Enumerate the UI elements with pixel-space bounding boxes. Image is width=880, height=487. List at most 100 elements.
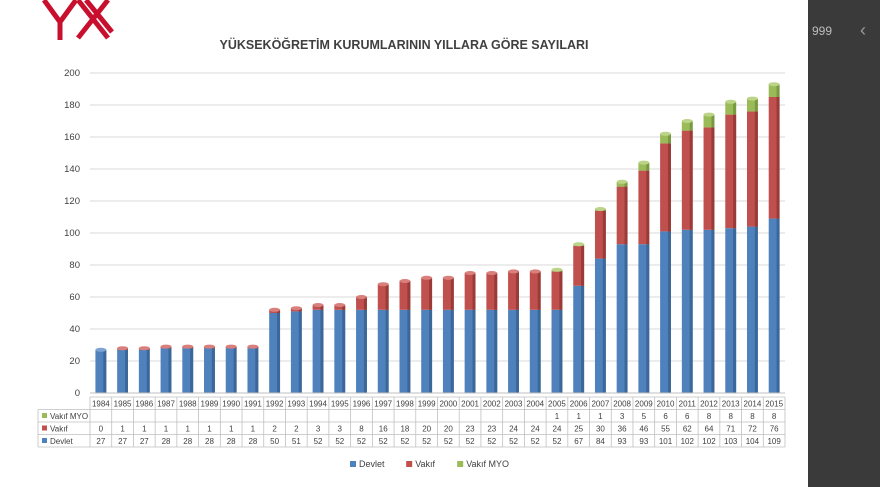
bar-vak-f [703,127,715,230]
bar-devlet [312,309,324,393]
x-tick-label: 1990 [222,400,240,409]
data-label: 28 [248,437,257,446]
bar-vak-f-myo [616,181,628,187]
bar-vak-f-myo [660,133,671,144]
bar-vak-f-myo [768,84,780,97]
data-label: 55 [661,425,670,434]
bar-devlet [399,309,411,393]
bar-top [442,275,454,280]
bar-top [573,242,585,247]
data-label: 52 [379,437,388,446]
x-tick-label: 2008 [613,400,631,409]
bar-devlet [247,348,259,393]
data-label: 3 [338,425,343,434]
bar-top [551,267,563,272]
bar-vak-f [508,271,519,310]
legend-key [350,461,356,467]
data-label: 6 [663,412,668,421]
bar-top [377,282,389,287]
bar-vak-f-myo [746,98,758,112]
bar-devlet [95,349,107,393]
x-tick-label: 1993 [287,400,305,409]
bar-devlet [464,309,476,393]
bar-side [559,309,563,393]
x-tick-label: 2014 [744,400,762,409]
chevron-left-icon[interactable]: ‹ [860,20,866,40]
bar-side [190,348,194,393]
bar-top [464,271,476,275]
bar-side [342,309,346,393]
data-label: 50 [270,437,279,446]
data-label: 18 [400,425,409,434]
bar-top [594,207,606,211]
bar-devlet [204,348,215,393]
bar-side [602,258,606,393]
data-label: 104 [746,437,760,446]
bar-top [638,160,650,165]
data-label: 1 [229,425,234,434]
bar-vak-f [356,297,367,310]
data-label: 6 [685,412,690,421]
bar-devlet [225,348,237,393]
bar-side [211,348,215,393]
bar-devlet [421,309,433,393]
data-label: 103 [724,437,738,446]
x-tick-label: 1992 [266,400,284,409]
data-label: 52 [335,437,344,446]
data-label: 71 [726,425,735,434]
bar-vak-f [377,284,389,310]
table-legend-key [42,425,47,431]
bar-side [385,284,389,310]
x-tick-label: 2002 [483,400,501,409]
x-tick-label: 1997 [374,400,392,409]
data-label: 20 [422,425,431,434]
bar-side [624,186,628,245]
bar-top [160,344,172,349]
bar-side [429,309,433,393]
data-label: 62 [683,425,692,434]
y-tick-label: 60 [69,292,80,303]
bar-vak-f [551,271,563,310]
bar-devlet [638,244,650,393]
bar-devlet [117,349,129,393]
y-tick-label: 160 [64,132,80,143]
bar-side [624,244,628,393]
bar-devlet [746,226,758,393]
y-tick-label: 100 [64,228,80,239]
bar-top [681,119,693,123]
data-label: 46 [639,425,648,434]
bar-side [429,277,433,310]
bar-vak-f [616,186,628,245]
data-label: 52 [487,437,496,446]
bar-side [146,349,150,393]
data-label: 52 [553,437,562,446]
bar-devlet [681,229,693,393]
data-label: 25 [574,425,583,434]
bar-side [255,348,259,393]
bar-side [646,170,650,245]
data-label: 52 [466,437,475,446]
bar-side [103,349,107,393]
y-tick-label: 120 [64,196,80,207]
data-label: 52 [444,437,453,446]
data-label: 3 [620,412,625,421]
chart-title: YÜKSEKÖĞRETİM KURUMLARININ YILLARA GÖRE … [219,38,589,52]
right-side-panel: 999 ‹ [808,0,880,487]
bar-side [494,273,498,310]
bar-vak-f [573,245,585,286]
data-label: 52 [314,437,323,446]
data-label: 36 [618,425,627,434]
data-label: 76 [770,425,779,434]
bar-side [581,285,585,393]
y-tick-label: 20 [69,356,80,367]
data-label: 52 [422,437,431,446]
bar-side [624,181,628,187]
x-tick-label: 1994 [309,400,327,409]
bar-side [125,349,129,393]
bar-vak-f [725,114,737,229]
x-tick-label: 2000 [439,400,457,409]
data-label: 102 [681,437,695,446]
x-tick-label: 2004 [526,400,544,409]
bar-side [363,297,367,310]
